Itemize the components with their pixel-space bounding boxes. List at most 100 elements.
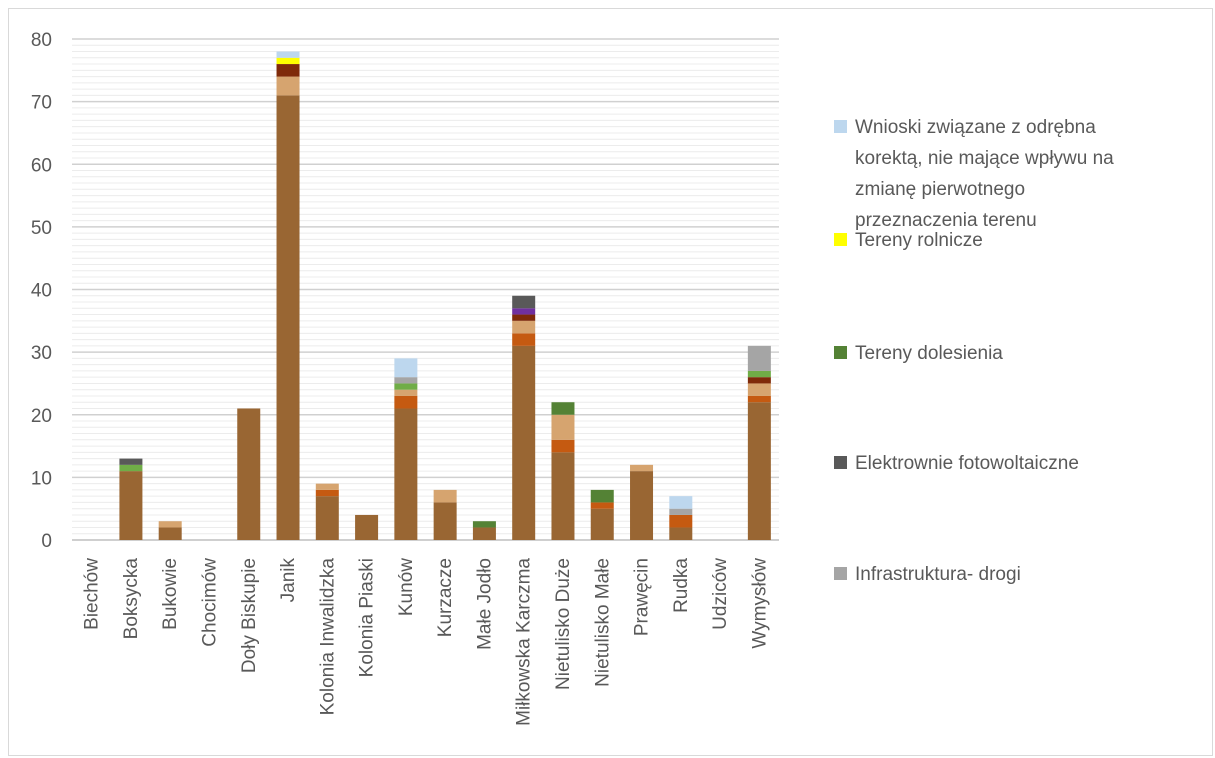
legend-label: przeznaczenia terenu bbox=[855, 210, 1037, 231]
x-tick-label: Janik bbox=[278, 558, 299, 603]
x-tick-label: Miłkowska Karczma bbox=[514, 558, 535, 726]
x-tick-label: Wymysłów bbox=[749, 558, 770, 649]
x-tick-label: Prawęcin bbox=[632, 558, 653, 636]
bar-segment bbox=[512, 314, 536, 321]
bar-segment bbox=[119, 458, 143, 465]
bar-segment bbox=[119, 464, 143, 472]
x-tick-label: Bukowie bbox=[160, 558, 181, 630]
x-tick-label: Małe Jodło bbox=[474, 558, 495, 650]
bar-segment bbox=[551, 414, 575, 440]
x-tick-labels: Biechów Boksycka Bukowie Chocimów Doły Bisku… bbox=[82, 558, 771, 726]
x-tick-label: Nietulisko Małe bbox=[592, 558, 613, 687]
x-tick-label: Chocimów bbox=[199, 558, 220, 647]
y-tick-label: 60 bbox=[31, 155, 52, 176]
bar-segment bbox=[433, 489, 457, 503]
x-tick-label: Doły Biskupie bbox=[239, 558, 260, 673]
bar-segment bbox=[394, 395, 418, 409]
x-tick-label: Biechów bbox=[82, 558, 103, 630]
bar-segment bbox=[394, 389, 418, 396]
bar-segment bbox=[315, 483, 339, 490]
legend-label: zmianę pierwotnego bbox=[855, 179, 1025, 200]
x-tick-label: Kolonia Inwalidzka bbox=[317, 558, 338, 716]
bar-segment bbox=[669, 508, 693, 515]
grid-lines bbox=[72, 38, 779, 535]
legend-label: Elektrownie fotowoltaiczne bbox=[855, 453, 1079, 474]
legend-entry: Infrastruktura- drogi bbox=[834, 564, 1021, 585]
bar-segment bbox=[512, 333, 536, 346]
bars bbox=[119, 51, 771, 541]
bar-segment bbox=[747, 383, 771, 396]
bar-segment bbox=[158, 527, 182, 540]
legend-swatch bbox=[834, 346, 847, 359]
legend-label: Tereny dolesienia bbox=[855, 343, 1003, 364]
bar-segment bbox=[276, 76, 300, 96]
x-tick-label: Kunów bbox=[396, 558, 417, 616]
legend: Wnioski związane z odrębna korektą, nie m… bbox=[834, 117, 1114, 585]
bar-segment bbox=[747, 402, 771, 540]
bar-segment bbox=[315, 496, 339, 540]
legend-entry: Tereny rolnicze bbox=[834, 230, 983, 251]
y-tick-label: 10 bbox=[31, 468, 52, 489]
bar-segment bbox=[472, 521, 496, 528]
legend-swatch bbox=[834, 233, 847, 246]
legend-label: korektą, nie mające wpływu na bbox=[855, 148, 1114, 169]
legend-label: Infrastruktura- drogi bbox=[855, 564, 1021, 585]
bar-segment bbox=[630, 471, 654, 540]
legend-swatch bbox=[834, 567, 847, 580]
y-tick-label: 80 bbox=[31, 30, 52, 51]
bar-segment bbox=[237, 408, 261, 540]
bar-segment bbox=[472, 527, 496, 540]
bar-segment bbox=[158, 521, 182, 528]
bar-segment bbox=[590, 508, 614, 540]
y-tick-label: 0 bbox=[41, 531, 52, 552]
x-tick-label: Nietulisko Duże bbox=[553, 558, 574, 690]
bar-segment bbox=[512, 295, 536, 309]
y-tick-label: 30 bbox=[31, 343, 52, 364]
bar-segment bbox=[551, 402, 575, 415]
x-tick-label: Kurzacze bbox=[435, 558, 456, 637]
y-tick-labels: 0 10 20 30 40 50 60 70 80 bbox=[31, 30, 52, 552]
bar-segment bbox=[394, 383, 418, 390]
bar-segment bbox=[551, 439, 575, 453]
bar-segment bbox=[669, 514, 693, 528]
legend-label: Wnioski związane z odrębna bbox=[855, 117, 1096, 138]
y-tick-label: 20 bbox=[31, 406, 52, 427]
y-tick-label: 70 bbox=[31, 93, 52, 114]
bar-segment bbox=[276, 51, 300, 58]
legend-swatch bbox=[834, 120, 847, 133]
bar-segment bbox=[394, 377, 418, 384]
bar-segment bbox=[630, 464, 654, 472]
bar-segment bbox=[551, 452, 575, 540]
bar-segment bbox=[276, 57, 300, 65]
bar-segment bbox=[433, 502, 457, 540]
bar-segment bbox=[512, 320, 536, 334]
bar-segment bbox=[669, 496, 693, 509]
stacked-bar-chart: Biechów Boksycka Bukowie Chocimów Doły Bisku… bbox=[31, 30, 1114, 726]
bar-segment bbox=[512, 345, 536, 540]
bar-segment bbox=[355, 514, 379, 540]
chart-frame: Biechów Boksycka Bukowie Chocimów Doły Bisku… bbox=[8, 8, 1213, 756]
x-tick-label: Boksycka bbox=[121, 558, 142, 640]
y-tick-label: 50 bbox=[31, 218, 52, 239]
legend-entry: Elektrownie fotowoltaiczne bbox=[834, 453, 1079, 474]
bar-segment bbox=[276, 95, 300, 541]
bar-segment bbox=[747, 370, 771, 378]
legend-swatch bbox=[834, 456, 847, 469]
bar-segment bbox=[276, 64, 300, 77]
bar-segment bbox=[512, 308, 536, 315]
bar-segment bbox=[669, 527, 693, 540]
y-tick-label: 40 bbox=[31, 281, 52, 302]
legend-label: Tereny rolnicze bbox=[855, 230, 983, 251]
bar-segment bbox=[590, 489, 614, 503]
x-tick-label: Udziców bbox=[710, 558, 731, 630]
bar-segment bbox=[119, 471, 143, 540]
bar-segment bbox=[747, 395, 771, 403]
bar-segment bbox=[394, 408, 418, 540]
bar-segment bbox=[394, 358, 418, 378]
bar-segment bbox=[315, 489, 339, 497]
x-tick-label: Rudka bbox=[671, 558, 692, 613]
bar-segment bbox=[747, 345, 771, 371]
legend-entry: Wnioski związane z odrębna korektą, nie m… bbox=[834, 117, 1114, 231]
legend-entry: Tereny dolesienia bbox=[834, 343, 1003, 364]
bar-segment bbox=[590, 502, 614, 509]
